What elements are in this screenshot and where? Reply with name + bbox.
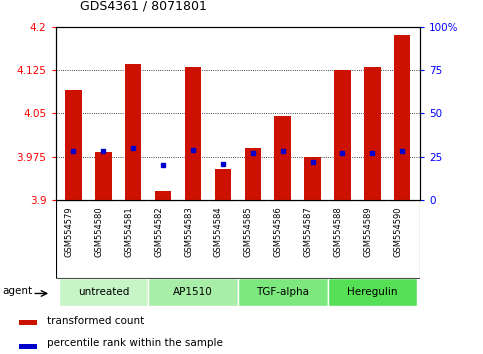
Text: GSM554587: GSM554587 [304, 206, 313, 257]
Text: GSM554590: GSM554590 [393, 206, 402, 257]
Text: percentile rank within the sample: percentile rank within the sample [47, 338, 223, 348]
Bar [58, 279, 148, 306]
Bar [148, 279, 238, 306]
Bar [125, 64, 142, 200]
Text: GSM554582: GSM554582 [154, 206, 163, 257]
Bar [155, 192, 171, 200]
Bar [327, 279, 417, 306]
Bar [19, 320, 38, 325]
Text: TGF-alpha: TGF-alpha [256, 287, 309, 297]
Text: Heregulin: Heregulin [347, 287, 398, 297]
Text: AP1510: AP1510 [173, 287, 213, 297]
Bar [215, 169, 231, 200]
Text: untreated: untreated [78, 287, 129, 297]
Bar [394, 35, 411, 200]
Text: GSM554585: GSM554585 [244, 206, 253, 257]
Bar [364, 67, 381, 200]
Text: GSM554579: GSM554579 [64, 206, 73, 257]
Text: GSM554583: GSM554583 [184, 206, 193, 257]
Bar [95, 152, 112, 200]
Bar [19, 344, 38, 349]
Text: GSM554581: GSM554581 [124, 206, 133, 257]
Text: agent: agent [3, 286, 33, 296]
Text: GSM554588: GSM554588 [333, 206, 342, 257]
Text: GSM554580: GSM554580 [94, 206, 103, 257]
Bar [238, 279, 327, 306]
Text: GDS4361 / 8071801: GDS4361 / 8071801 [80, 0, 207, 12]
Text: GSM554584: GSM554584 [214, 206, 223, 257]
Text: GSM554586: GSM554586 [274, 206, 283, 257]
Bar [185, 67, 201, 200]
Text: GSM554589: GSM554589 [363, 206, 372, 257]
Bar [65, 90, 82, 200]
Bar [304, 157, 321, 200]
Bar [334, 70, 351, 200]
Bar [244, 148, 261, 200]
Text: transformed count: transformed count [47, 315, 144, 326]
Bar [274, 116, 291, 200]
